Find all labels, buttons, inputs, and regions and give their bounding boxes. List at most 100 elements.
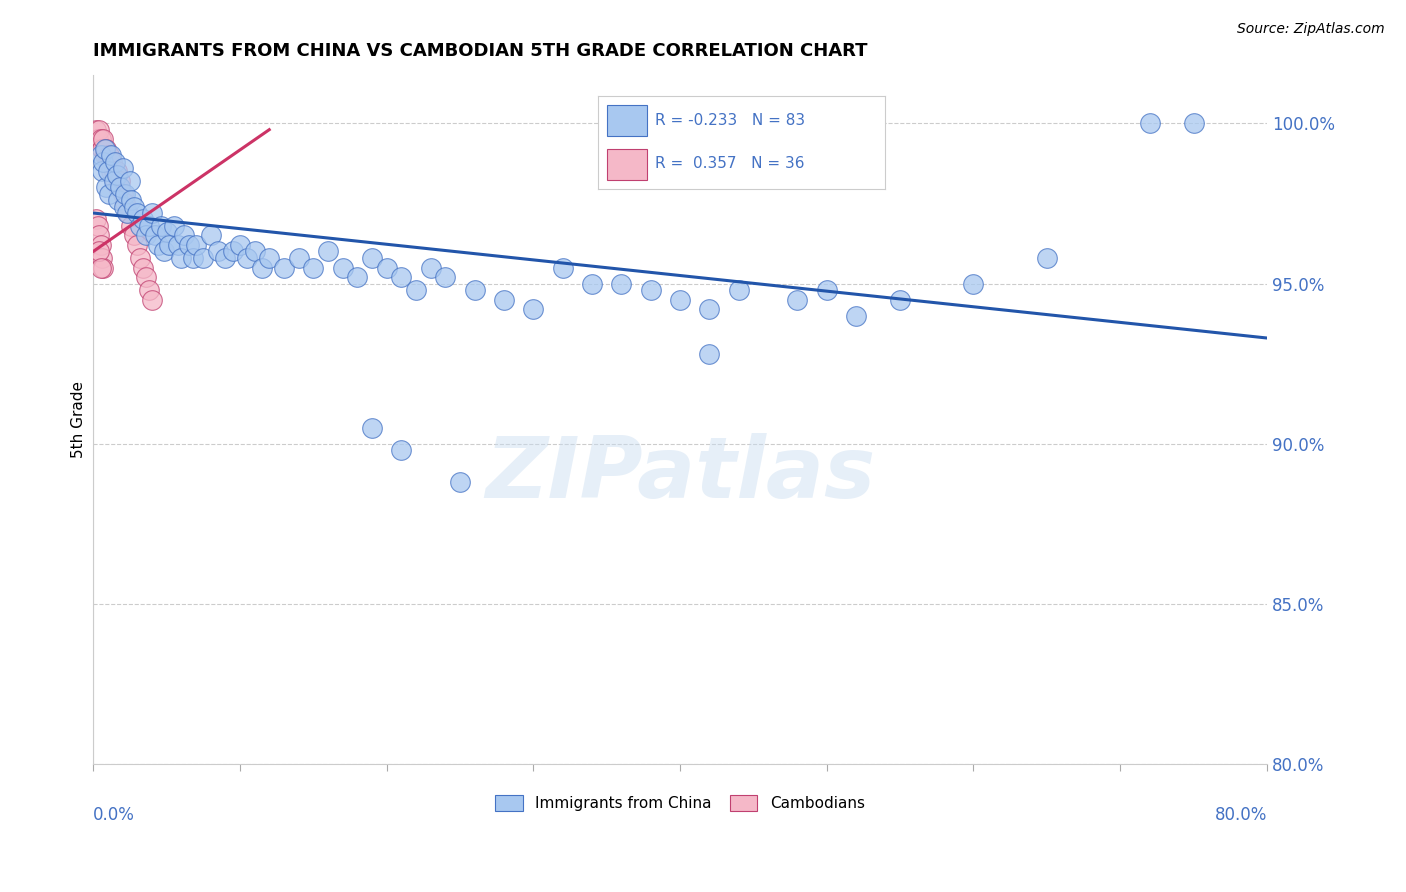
Point	[434, 270, 457, 285]
Point	[105, 164, 128, 178]
Point	[89, 132, 111, 146]
Point	[89, 148, 111, 162]
Point	[98, 186, 121, 201]
Point	[94, 148, 117, 162]
Point	[107, 180, 129, 194]
Y-axis label: 5th Grade: 5th Grade	[72, 381, 86, 458]
Text: IMMIGRANTS FROM CHINA VS CAMBODIAN 5TH GRADE CORRELATION CHART: IMMIGRANTS FROM CHINA VS CAMBODIAN 5TH G…	[93, 42, 868, 60]
Point	[104, 154, 127, 169]
Point	[699, 347, 721, 361]
Point	[786, 293, 808, 307]
Point	[141, 293, 163, 307]
Point	[135, 228, 157, 243]
Text: Source: ZipAtlas.com: Source: ZipAtlas.com	[1237, 22, 1385, 37]
Text: ZIPatlas: ZIPatlas	[485, 434, 875, 516]
Point	[84, 212, 107, 227]
Point	[87, 244, 110, 259]
Point	[115, 206, 138, 220]
Point	[111, 161, 134, 176]
Point	[815, 283, 838, 297]
Point	[669, 293, 692, 307]
Point	[257, 251, 280, 265]
Point	[361, 421, 384, 435]
Point	[101, 154, 124, 169]
Point	[170, 251, 193, 265]
Point	[94, 142, 117, 156]
Point	[332, 260, 354, 275]
Point	[107, 193, 129, 207]
Point	[155, 225, 177, 239]
Point	[138, 219, 160, 233]
Point	[114, 196, 136, 211]
Point	[87, 122, 110, 136]
Point	[97, 154, 120, 169]
Point	[97, 164, 120, 178]
Point	[129, 219, 152, 233]
Point	[127, 206, 149, 220]
Point	[120, 193, 142, 207]
Point	[89, 238, 111, 252]
Point	[103, 164, 125, 178]
Point	[93, 260, 115, 275]
Point	[100, 164, 122, 178]
Point	[214, 251, 236, 265]
Point	[405, 283, 427, 297]
Point	[522, 302, 544, 317]
Point	[118, 174, 141, 188]
Point	[167, 238, 190, 252]
Text: 0.0%: 0.0%	[93, 805, 135, 823]
Point	[287, 251, 309, 265]
Point	[889, 293, 911, 307]
Point	[86, 132, 108, 146]
Point	[962, 277, 984, 291]
Point	[138, 283, 160, 297]
Point	[127, 238, 149, 252]
Point	[419, 260, 441, 275]
Point	[105, 168, 128, 182]
Point	[184, 238, 207, 252]
Point	[122, 200, 145, 214]
Point	[177, 238, 200, 252]
Point	[346, 270, 368, 285]
Point	[132, 212, 155, 227]
Point	[98, 148, 121, 162]
Point	[87, 228, 110, 243]
Point	[236, 251, 259, 265]
Point	[152, 244, 174, 259]
Point	[1036, 251, 1059, 265]
Point	[449, 475, 471, 490]
Point	[173, 228, 195, 243]
Legend: Immigrants from China, Cambodians: Immigrants from China, Cambodians	[488, 788, 872, 819]
Point	[273, 260, 295, 275]
Point	[96, 180, 118, 194]
Point	[100, 148, 122, 162]
Point	[1139, 116, 1161, 130]
Point	[181, 251, 204, 265]
Point	[551, 260, 574, 275]
Point	[89, 260, 111, 275]
Point	[108, 174, 131, 188]
Point	[250, 260, 273, 275]
Point	[207, 244, 229, 259]
Point	[1182, 116, 1205, 130]
Point	[141, 206, 163, 220]
Point	[193, 251, 215, 265]
Point	[129, 251, 152, 265]
Point	[389, 270, 412, 285]
Point	[361, 251, 384, 265]
Point	[91, 142, 114, 156]
Point	[845, 309, 868, 323]
Point	[111, 186, 134, 201]
Point	[302, 260, 325, 275]
Point	[112, 200, 135, 214]
Point	[93, 154, 115, 169]
Point	[159, 238, 181, 252]
Point	[200, 228, 222, 243]
Point	[221, 244, 243, 259]
Point	[146, 238, 169, 252]
Point	[143, 228, 166, 243]
Point	[492, 293, 515, 307]
Point	[122, 228, 145, 243]
Point	[104, 174, 127, 188]
Point	[91, 251, 114, 265]
